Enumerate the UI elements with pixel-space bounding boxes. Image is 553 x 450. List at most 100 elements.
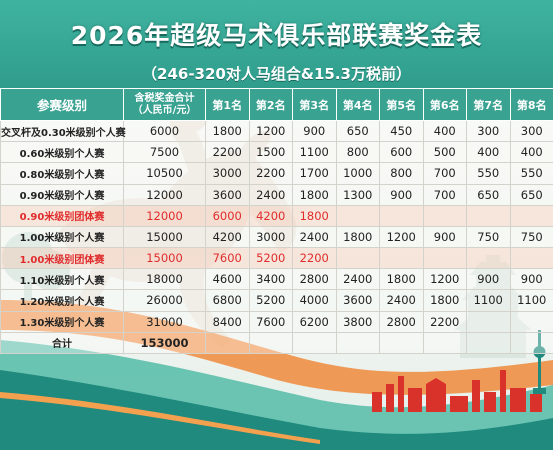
prize-cell: 6800 [205,289,250,312]
prize-cell: 3600 [335,289,380,312]
prize-cell: 4200 [205,225,250,249]
prize-cell: 1100 [466,289,511,312]
level-cell: 0.80米级别个人赛 [0,162,124,185]
header-background [0,0,553,95]
orange-stripe [0,392,320,444]
prize-cell: 800 [335,141,380,164]
prize-cell: 2400 [335,268,380,291]
sum-label-cell: 合计 [0,331,124,355]
header-total-line1: 含税奖金合计 [134,92,195,104]
table-row: 1.30米级别个人赛 31000 8400 7600 6200 3800 280… [0,310,553,333]
prize-cell: 1200 [248,119,293,143]
prize-cell: 400 [466,141,511,164]
total-cell: 31000 [123,310,206,333]
total-cell: 12000 [123,204,206,227]
prize-cell: 8400 [205,310,250,333]
prize-cell [466,204,511,227]
level-cell: 1.20米级别个人赛 [0,289,124,312]
prize-cell: 1800 [335,225,380,249]
prize-cell: 1700 [292,162,337,185]
empty-cell [248,331,293,355]
prize-table: 参赛级别 含税奖金合计 （人民币/元） 第1名 第2名 第3名 第4名 第5名 … [0,88,553,355]
table-row: 1.00米级别个人赛 15000 4200 3000 2400 1800 120… [0,225,553,249]
prize-cell: 3000 [248,225,293,249]
total-cell: 12000 [123,183,206,206]
prize-cell: 800 [379,162,424,185]
table-row-team: 1.00米级别团体赛 15000 7600 5200 2200 [0,247,553,270]
prize-cell: 1800 [205,119,250,143]
header-rank: 第1名 [205,88,250,121]
prize-cell: 650 [466,183,511,206]
prize-cell [335,204,380,227]
empty-cell [379,331,424,355]
prize-cell: 900 [466,268,511,291]
prize-cell [509,247,553,270]
prize-cell: 450 [379,119,424,143]
level-cell: 1.00米级别个人赛 [0,225,124,249]
header-rank: 第3名 [292,88,337,121]
prize-cell: 300 [466,119,511,143]
prize-cell: 1100 [509,289,553,312]
prize-cell [379,204,424,227]
empty-cell [422,331,467,355]
page-subtitle: （246-320对人马组合&15.3万税前） [142,65,411,83]
prize-cell: 2800 [292,268,337,291]
header-level: 参赛级别 [0,88,124,121]
level-cell: 0.90米级别个人赛 [0,183,124,206]
header-rank: 第7名 [466,88,511,121]
prize-cell: 500 [422,141,467,164]
prize-cell: 1800 [422,289,467,312]
prize-cell: 7600 [248,310,293,333]
prize-cell [422,204,467,227]
prize-cell: 4000 [292,289,337,312]
prize-cell: 2200 [422,310,467,333]
prize-cell: 6200 [292,310,337,333]
prize-cell: 700 [422,183,467,206]
prize-cell: 900 [379,183,424,206]
prize-cell [422,247,467,270]
prize-cell: 1100 [292,141,337,164]
empty-cell [509,331,553,355]
header-total-line2: （人民币/元） [132,104,197,116]
page-title: 2026年超级马术俱乐部联赛奖金表 [70,21,483,50]
prize-cell: 750 [466,225,511,249]
prize-cell: 7600 [205,247,250,270]
level-cell: 1.30米级别个人赛 [0,310,124,333]
total-cell: 15000 [123,247,206,270]
total-cell: 15000 [123,225,206,249]
prize-cell: 900 [509,268,553,291]
prize-cell: 1200 [422,268,467,291]
level-cell: 0.90米级别团体赛 [0,204,124,227]
prize-cell: 650 [335,119,380,143]
total-cell: 18000 [123,268,206,291]
prize-cell: 4600 [205,268,250,291]
header-rank: 第5名 [379,88,424,121]
prize-cell: 1300 [335,183,380,206]
header-rank: 第6名 [422,88,467,121]
prize-cell: 900 [292,119,337,143]
header-total: 含税奖金合计 （人民币/元） [123,88,206,121]
teal-wave-front [0,370,553,450]
city-skyline [372,370,542,412]
prize-cell: 1800 [379,268,424,291]
level-cell: 1.00米级别团体赛 [0,247,124,270]
level-cell: 0.60米级别个人赛 [0,141,124,164]
prize-cell: 2400 [379,289,424,312]
prize-cell: 5200 [248,247,293,270]
prize-cell: 600 [379,141,424,164]
table-row: 交叉杆及0.30米级别个人赛 6000 1800 1200 900 650 45… [0,119,553,143]
prize-cell: 4200 [248,204,293,227]
prize-cell: 2400 [248,183,293,206]
table-row: 1.10米级别个人赛 18000 4600 3400 2800 2400 180… [0,268,553,291]
table-row-team: 0.90米级别团体赛 12000 6000 4200 1800 [0,204,553,227]
prize-cell: 2200 [292,247,337,270]
prize-cell: 900 [422,225,467,249]
prize-cell: 3600 [205,183,250,206]
prize-cell: 5200 [248,289,293,312]
total-cell: 26000 [123,289,206,312]
prize-cell: 1800 [292,204,337,227]
header-rank: 第2名 [248,88,293,121]
empty-cell [205,331,250,355]
prize-cell: 2200 [248,162,293,185]
prize-cell: 2200 [205,141,250,164]
